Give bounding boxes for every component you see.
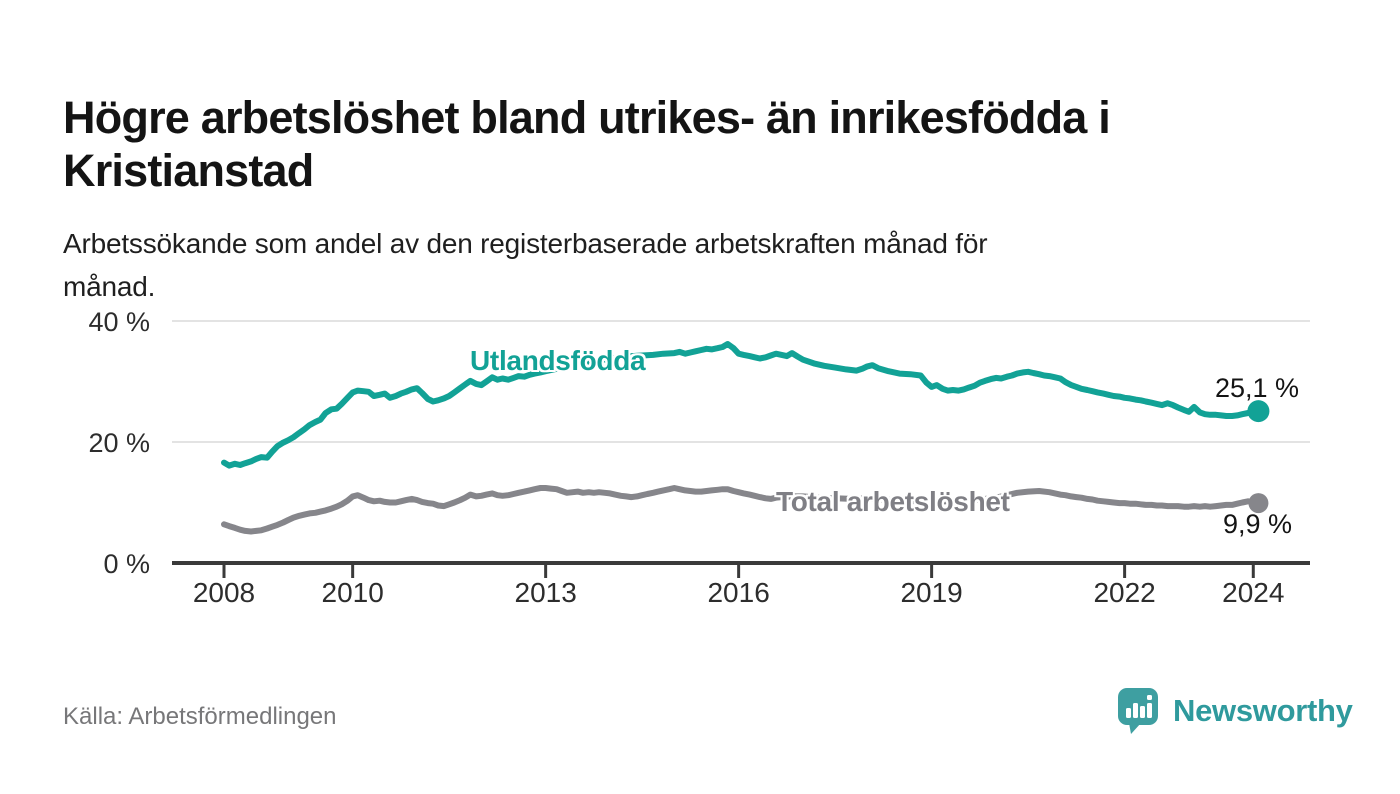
series-line-utlandsfodda [221, 341, 1262, 469]
series-end-dot-total [1248, 493, 1269, 514]
y-axis-tick-label: 0 % [103, 549, 150, 579]
y-axis-tick-label: 40 % [88, 307, 150, 337]
x-axis-tick-label: 2022 [1093, 577, 1155, 608]
page-title-line1: Högre arbetslöshet bland utrikes- än inr… [63, 92, 1111, 144]
end-value-label-total: 9,9 % [1223, 509, 1293, 539]
chart-subtitle-line2: månad. [63, 271, 156, 303]
chart-subtitle: Arbetssökande som andel av den registerb… [63, 222, 1303, 309]
newsworthy-logo: Newsworthy [1117, 687, 1353, 735]
x-axis-tick-label: 2016 [707, 577, 769, 608]
newsworthy-logo-text: Newsworthy [1173, 693, 1353, 728]
series-label-utlandsfodda: Utlandsfödda [470, 345, 646, 376]
chart-subtitle-line1: Arbetssökande som andel av den registerb… [63, 228, 988, 259]
series-end-dot-utlandsfodda [1247, 400, 1270, 423]
page-title: Högre arbetslöshet bland utrikes- än inr… [63, 92, 1363, 197]
end-value-label-utlandsfodda: 25,1 % [1215, 373, 1300, 403]
x-axis-tick-label: 2019 [900, 577, 962, 608]
x-axis-tick-label: 2010 [322, 577, 384, 608]
x-axis-tick-label: 2008 [193, 577, 255, 608]
x-axis-tick-label: 2013 [515, 577, 577, 608]
series-label-total: Total arbetslöshet [776, 486, 1010, 517]
y-axis-tick-label: 20 % [88, 428, 150, 458]
newsworthy-logo-icon [1118, 688, 1158, 734]
series-line-total [221, 485, 1262, 535]
page-title-line2: Kristianstad [63, 144, 314, 196]
source-note: Källa: Arbetsförmedlingen [63, 703, 337, 730]
x-axis-tick-label: 2024 [1222, 577, 1284, 608]
